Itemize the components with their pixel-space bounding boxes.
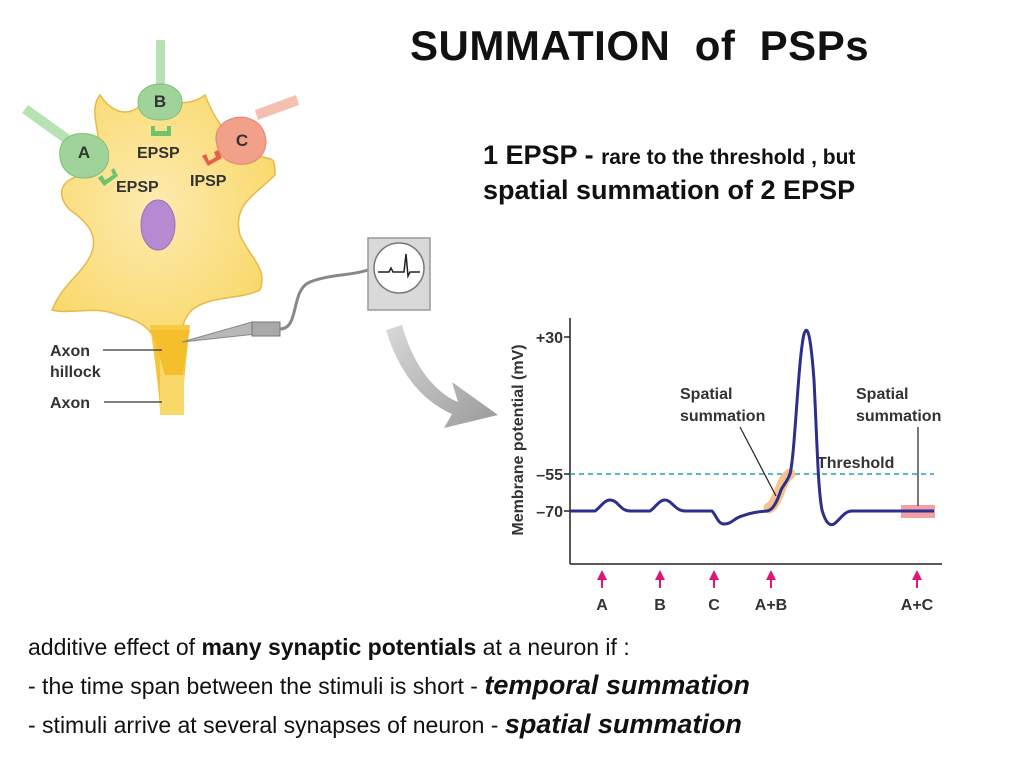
subtitle-line1-big: 1 EPSP - xyxy=(483,140,602,170)
bouton-b xyxy=(137,83,183,121)
oscilloscope xyxy=(367,237,431,311)
spatial-summation-term: spatial summation xyxy=(504,709,742,739)
stimulus-arrow-a xyxy=(597,570,607,580)
bouton-a xyxy=(59,133,110,179)
stimulus-arrow-b xyxy=(655,570,665,580)
synapse-b-label: B xyxy=(154,92,166,111)
annotation-ac-line2: summation xyxy=(856,408,941,425)
axon-label: Axon xyxy=(50,395,90,412)
subtitle-line1-small: rare to the threshold , but xyxy=(601,146,856,169)
psp-chart: Membrane potential (mV) +30 –55 –70 Thre… xyxy=(510,318,942,614)
stimulus-arrow-a-plus-c xyxy=(912,570,922,580)
electrode xyxy=(181,268,369,343)
annotation-ac-line1: Spatial xyxy=(856,386,908,403)
stimulus-arrow-a-plus-b xyxy=(766,570,776,580)
synapse-c-label: C xyxy=(236,131,248,150)
stimulus-label-a-plus-b: A+B xyxy=(755,597,787,614)
epsp-a-label: EPSP xyxy=(116,179,159,196)
oscilloscope-screen xyxy=(373,242,425,294)
annotation-ab-leader xyxy=(739,426,777,497)
stimulus-arrows: A B C A+B A+C xyxy=(596,570,934,614)
annotation-ab-line1: Spatial xyxy=(680,386,732,403)
stimulus-label-a-plus-c: A+C xyxy=(901,597,934,614)
description-line3: - stimuli arrive at several synapses of … xyxy=(28,705,1018,744)
axon-labels: Axon hillock Axon xyxy=(50,343,162,412)
description: additive effect of many synaptic potenti… xyxy=(28,628,1018,744)
ytick-label-55: –55 xyxy=(536,467,563,484)
hillock-band xyxy=(150,330,190,375)
description-line2-pre: - the time span between the stimuli is s… xyxy=(28,673,485,699)
ipsp-c-label: IPSP xyxy=(190,173,227,190)
stimulus-arrow-c xyxy=(709,570,719,580)
stimulus-label-c: C xyxy=(708,597,720,614)
membrane-trace xyxy=(570,328,934,527)
annotation-ab-line2: summation xyxy=(680,408,765,425)
description-line1: additive effect of many synaptic potenti… xyxy=(28,628,1018,666)
receptor-b xyxy=(151,126,171,136)
ytick-label-30: +30 xyxy=(536,330,563,347)
threshold-label: Threshold xyxy=(817,455,894,472)
description-line3-pre: - stimuli arrive at several synapses of … xyxy=(28,712,505,738)
electrode-body xyxy=(251,321,281,337)
epsp-b-label: EPSP xyxy=(137,145,180,162)
description-line2: - the time span between the stimuli is s… xyxy=(28,666,1018,705)
stimulus-label-a: A xyxy=(596,597,608,614)
synapse-a-label: A xyxy=(78,143,90,162)
electrode-wire xyxy=(279,268,369,331)
ytick-label-70: –70 xyxy=(536,504,563,521)
axon-hillock-label-1: Axon xyxy=(50,343,90,360)
subtitle-line2: spatial summation of 2 EPSP xyxy=(483,175,856,205)
oscilloscope-trace xyxy=(378,253,420,279)
description-line1-pre: additive effect of xyxy=(28,634,202,660)
subtitle: 1 EPSP - rare to the threshold , but spa… xyxy=(483,140,1003,206)
diagram-canvas: B A C EPSP EPSP IPSP Axon hillock Axon xyxy=(22,40,942,614)
nucleus xyxy=(140,199,176,251)
synapse-c: C xyxy=(202,95,299,166)
axon-a xyxy=(22,105,70,143)
page-title: SUMMATION of PSPs xyxy=(410,22,870,69)
axon-b xyxy=(156,40,165,95)
axon-c xyxy=(255,95,299,120)
temporal-summation-term: temporal summation xyxy=(484,670,750,700)
receptor-a xyxy=(98,168,118,186)
axon-hillock-label-2: hillock xyxy=(50,364,101,381)
y-axis-label: Membrane potential (mV) xyxy=(510,344,527,535)
description-line1-bold: many synaptic potentials xyxy=(201,634,477,660)
description-line1-post: at a neuron if : xyxy=(476,634,630,660)
stimulus-label-b: B xyxy=(654,597,666,614)
curved-arrow xyxy=(386,325,498,428)
electrode-tip xyxy=(181,321,257,343)
synapse-a: A xyxy=(22,105,118,186)
synapse-b: B xyxy=(137,40,183,136)
receptor-c xyxy=(202,150,222,166)
bouton-c xyxy=(215,116,267,165)
